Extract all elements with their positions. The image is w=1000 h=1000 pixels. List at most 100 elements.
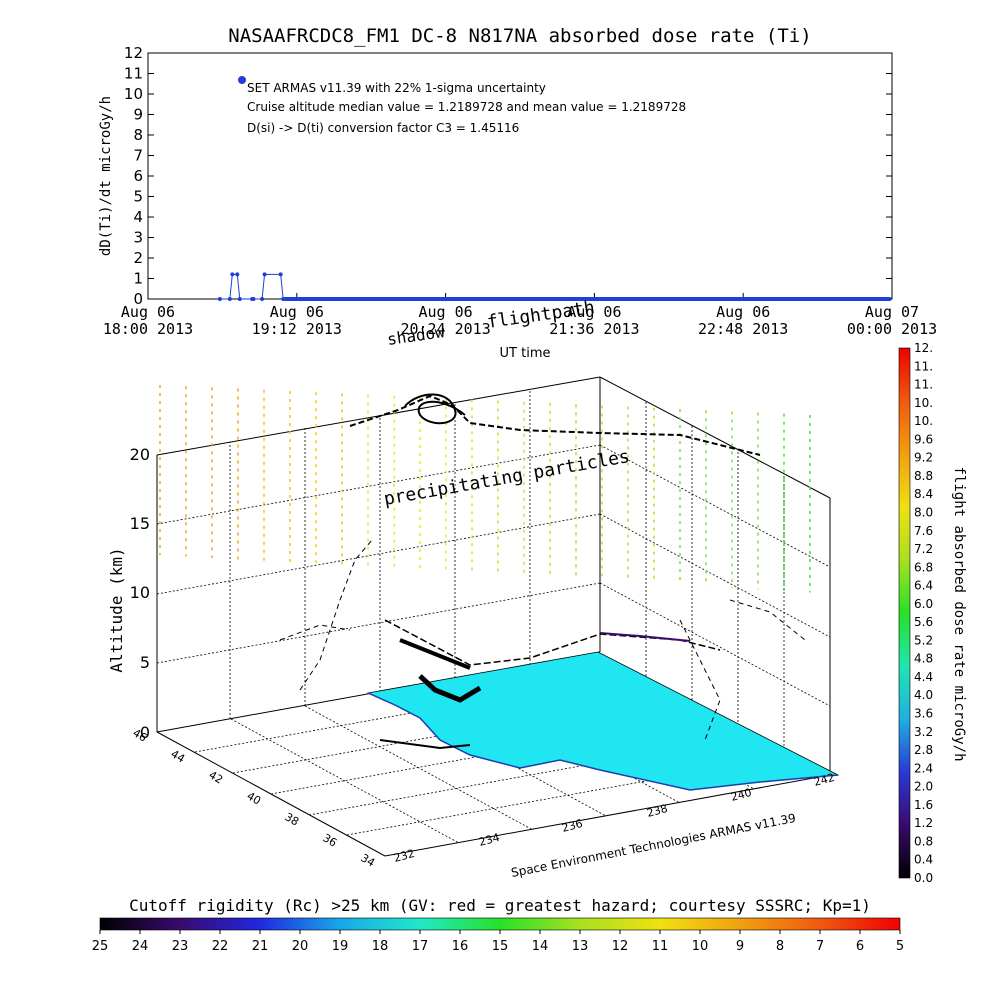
lat-tick-46: 46	[131, 726, 150, 744]
series-point	[217, 297, 222, 301]
lat-tick-44: 44	[169, 747, 188, 765]
altitude-axis-label: Altitude (km)	[107, 547, 126, 672]
dose-tick-label: 2.4	[914, 761, 933, 775]
dose-tick-label: 0.8	[914, 834, 933, 848]
series-point	[235, 272, 240, 277]
rigidity-tick-label: 23	[172, 939, 189, 954]
dose-tick-label: 7.6	[914, 524, 933, 538]
rigidity-tick-label: 20	[292, 939, 309, 954]
annotation-line-1: SET ARMAS v11.39 with 22% 1-sigma uncert…	[247, 81, 546, 95]
scene-3d: flightpath shadow precipitating particle…	[107, 297, 840, 880]
dose-tick-label: 8.8	[914, 469, 933, 483]
y-tick-label: 2	[133, 249, 143, 267]
dose-tick-label: 1.6	[914, 798, 933, 812]
y-tick-label: 1	[133, 270, 143, 288]
dose-tick-label: 4.0	[914, 688, 933, 702]
x-tick-label-time: 19:12 2013	[252, 320, 342, 338]
y-tick-label: 10	[124, 85, 143, 103]
annotation-line-2: Cruise altitude median value = 1.2189728…	[247, 100, 686, 114]
dose-tick-label: 12.	[914, 341, 933, 355]
y-tick-label: 0	[133, 290, 143, 308]
x-tick-label-date: Aug 06	[121, 303, 175, 321]
rigidity-tick-label: 14	[532, 939, 549, 954]
rigidity-tick-label: 24	[132, 939, 149, 954]
lon-tick-232: 232	[392, 847, 416, 865]
rigidity-colorbar-ticks: 25 24 23 22 21 20 19 18 17 16 15 14 13 12 11 10 9 8 7 6 5	[92, 930, 904, 954]
chart-title: NASAAFRCDC8_FM1 DC-8 N817NA absorbed dos…	[228, 25, 811, 47]
dose-tick-label: 0.4	[914, 853, 933, 867]
rigidity-colorbar	[99, 917, 901, 931]
credit-label: Space Environment Technologies ARMAS v11…	[510, 811, 797, 880]
y-tick-label: 9	[133, 106, 143, 124]
dose-tick-label: 10.	[914, 396, 933, 410]
rigidity-tick-label: 16	[452, 939, 469, 954]
alt-tick-0: 0	[140, 723, 150, 742]
dose-tick-label: 8.0	[914, 505, 933, 519]
dose-tick-label: 6.8	[914, 560, 933, 574]
dose-tick-label: 2.0	[914, 780, 933, 794]
lat-tick-40: 40	[245, 789, 264, 807]
dose-colorbar-label: flight absorbed dose rate microGy/h	[951, 466, 967, 761]
dose-tick-label: 4.8	[914, 652, 933, 666]
dose-tick-label: 9.6	[914, 432, 933, 446]
x-tick-label-time: 22:48 2013	[698, 320, 788, 338]
series-point	[251, 297, 256, 301]
rigidity-tick-label: 8	[776, 939, 784, 954]
series-line	[219, 273, 890, 300]
dose-tick-label: 11.	[914, 359, 933, 373]
rigidity-tick-label: 7	[816, 939, 824, 954]
dose-tick-label: 6.0	[914, 597, 933, 611]
rigidity-tick-label: 5	[896, 939, 904, 954]
series-point	[262, 272, 267, 277]
lon-tick-242: 242	[812, 771, 836, 789]
lat-tick-36: 36	[321, 831, 340, 849]
dose-tick-label: 11.	[914, 378, 933, 392]
dose-tick-label: 7.2	[914, 542, 933, 556]
y-axis-label: dD(Ti)/dt microGy/h	[98, 96, 114, 256]
series-point	[230, 272, 235, 277]
x-tick-label-time: 00:00 2013	[847, 320, 937, 338]
lat-tick-34: 34	[359, 851, 378, 869]
dose-colorbar-ticks: 0.0 0.4 0.8 1.2 1.6 2.0 2.4 2.8 3.2 3.6 4.0 4.4 4.8 5…	[914, 341, 933, 885]
shadow-track	[599, 632, 691, 642]
dose-series	[217, 272, 892, 301]
dose-colorbar	[898, 347, 911, 879]
lat-tick-42: 42	[207, 768, 226, 786]
alt-tick-15: 15	[130, 514, 150, 533]
alt-tick-10: 10	[130, 583, 150, 602]
rigidity-tick-label: 19	[332, 939, 349, 954]
dose-tick-label: 5.2	[914, 633, 933, 647]
series-point	[278, 272, 283, 277]
lat-tick-38: 38	[283, 810, 302, 828]
rigidity-tick-label: 21	[252, 939, 269, 954]
land-surface	[366, 651, 840, 791]
x-tick-label-date: Aug 06	[567, 303, 621, 321]
rigidity-tick-label: 17	[412, 939, 429, 954]
rigidity-tick-label: 15	[492, 939, 509, 954]
dose-tick-label: 3.6	[914, 707, 933, 721]
x-axis-label: UT time	[500, 346, 551, 361]
legend-marker	[238, 76, 246, 84]
rigidity-tick-label: 13	[572, 939, 589, 954]
dose-tick-label: 1.2	[914, 816, 933, 830]
series-point	[281, 297, 286, 301]
y-tick-label: 4	[133, 208, 143, 226]
y-tick-label: 5	[133, 188, 143, 206]
x-tick-label-time: 20:24 2013	[400, 320, 490, 338]
y-tick-label: 8	[133, 126, 143, 144]
rigidity-colorbar-label: Cutoff rigidity (Rc) >25 km (GV: red = g…	[129, 896, 871, 915]
dose-tick-label: 6.4	[914, 579, 933, 593]
rigidity-tick-label: 11	[652, 939, 669, 954]
dose-tick-label: 5.6	[914, 615, 933, 629]
dose-tick-label: 2.8	[914, 743, 933, 757]
alt-tick-5: 5	[140, 653, 150, 672]
series-point	[260, 297, 265, 301]
x-tick-label-date: Aug 06	[270, 303, 324, 321]
series-point	[237, 297, 242, 301]
coastline	[367, 692, 839, 791]
y-tick-label: 3	[133, 229, 143, 247]
x-tick-label-date: Aug 06	[716, 303, 770, 321]
